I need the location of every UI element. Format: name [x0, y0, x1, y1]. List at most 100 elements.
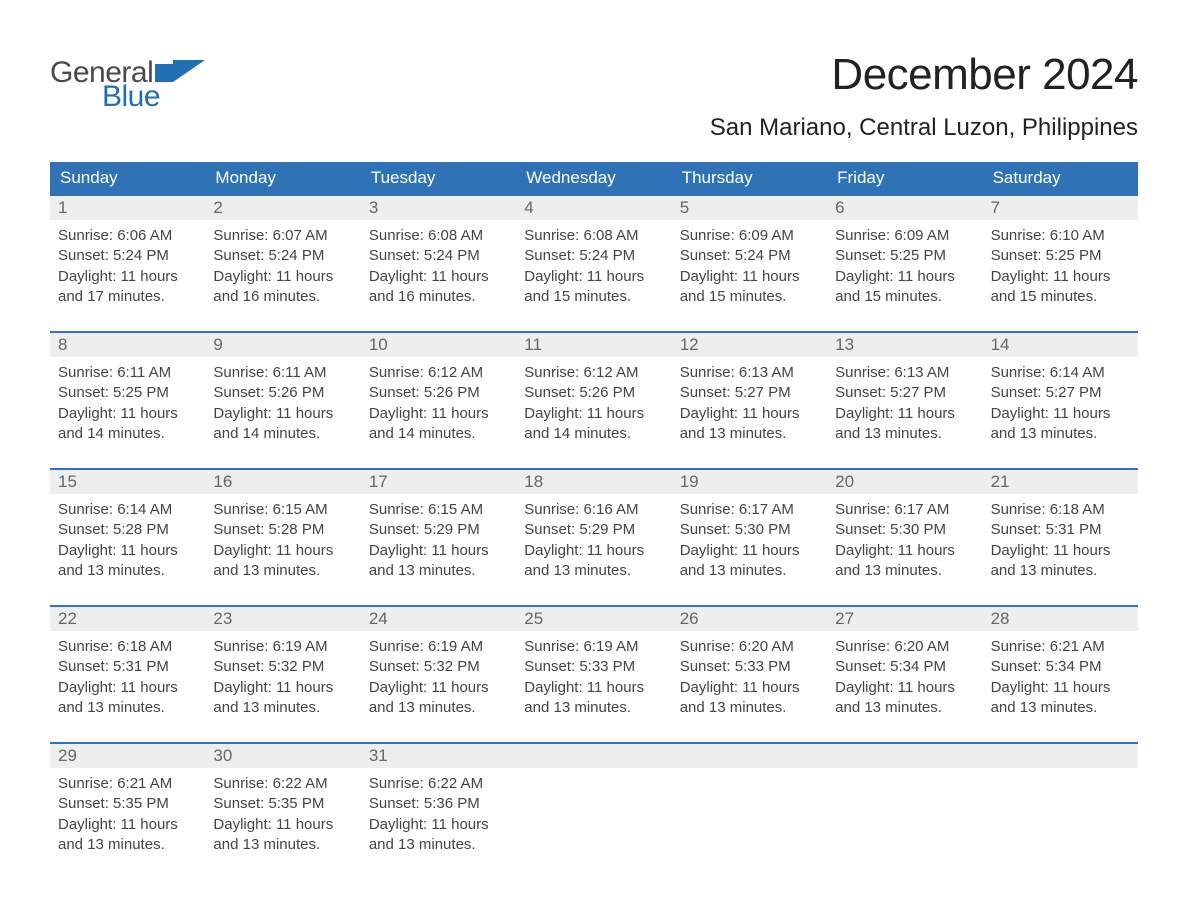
day-number: 19	[672, 470, 827, 494]
daylight-line-2: and 13 minutes.	[991, 424, 1130, 444]
daylight-line-2: and 13 minutes.	[213, 835, 352, 855]
daylight-line-2: and 13 minutes.	[213, 698, 352, 718]
daylight-line-1: Daylight: 11 hours	[58, 541, 197, 561]
day-cell: Sunrise: 6:16 AMSunset: 5:29 PMDaylight:…	[516, 494, 671, 581]
daylight-line-1: Daylight: 11 hours	[524, 404, 663, 424]
daylight-line-2: and 13 minutes.	[680, 561, 819, 581]
sunset-line: Sunset: 5:29 PM	[369, 520, 508, 540]
daylight-line-1: Daylight: 11 hours	[213, 404, 352, 424]
sunset-line: Sunset: 5:31 PM	[991, 520, 1130, 540]
daylight-line-1: Daylight: 11 hours	[835, 404, 974, 424]
sunset-line: Sunset: 5:32 PM	[369, 657, 508, 677]
sunset-line: Sunset: 5:35 PM	[58, 794, 197, 814]
daylight-line-2: and 13 minutes.	[524, 561, 663, 581]
day-cell	[827, 768, 982, 855]
sunrise-line: Sunrise: 6:21 AM	[991, 637, 1130, 657]
sunset-line: Sunset: 5:30 PM	[680, 520, 819, 540]
daylight-line-1: Daylight: 11 hours	[680, 404, 819, 424]
day-number: 20	[827, 470, 982, 494]
sunrise-line: Sunrise: 6:11 AM	[58, 363, 197, 383]
day-cell: Sunrise: 6:10 AMSunset: 5:25 PMDaylight:…	[983, 220, 1138, 307]
day-number: 17	[361, 470, 516, 494]
day-number: 15	[50, 470, 205, 494]
daylight-line-2: and 13 minutes.	[58, 698, 197, 718]
daylight-line-2: and 13 minutes.	[213, 561, 352, 581]
dayhead-thursday: Thursday	[672, 162, 827, 194]
day-number: 22	[50, 607, 205, 631]
daylight-line-2: and 13 minutes.	[369, 561, 508, 581]
daylight-line-2: and 13 minutes.	[58, 835, 197, 855]
day-number: 16	[205, 470, 360, 494]
header-row: General Blue December 2024 San Mariano, …	[50, 50, 1138, 156]
day-cell: Sunrise: 6:12 AMSunset: 5:26 PMDaylight:…	[361, 357, 516, 444]
day-number: 25	[516, 607, 671, 631]
dayhead-friday: Friday	[827, 162, 982, 194]
day-number: 30	[205, 744, 360, 768]
sunset-line: Sunset: 5:24 PM	[524, 246, 663, 266]
day-number: 21	[983, 470, 1138, 494]
day-cell: Sunrise: 6:14 AMSunset: 5:27 PMDaylight:…	[983, 357, 1138, 444]
day-number: 12	[672, 333, 827, 357]
daylight-line-1: Daylight: 11 hours	[369, 541, 508, 561]
day-cell: Sunrise: 6:18 AMSunset: 5:31 PMDaylight:…	[983, 494, 1138, 581]
day-cell: Sunrise: 6:12 AMSunset: 5:26 PMDaylight:…	[516, 357, 671, 444]
sunset-line: Sunset: 5:32 PM	[213, 657, 352, 677]
day-cell: Sunrise: 6:08 AMSunset: 5:24 PMDaylight:…	[361, 220, 516, 307]
page-title: December 2024	[710, 50, 1138, 100]
sunset-line: Sunset: 5:27 PM	[835, 383, 974, 403]
day-cell: Sunrise: 6:11 AMSunset: 5:26 PMDaylight:…	[205, 357, 360, 444]
daylight-line-2: and 13 minutes.	[680, 698, 819, 718]
daylight-line-1: Daylight: 11 hours	[835, 678, 974, 698]
sunrise-line: Sunrise: 6:12 AM	[524, 363, 663, 383]
day-cell: Sunrise: 6:21 AMSunset: 5:35 PMDaylight:…	[50, 768, 205, 855]
calendar-grid: Sunday Monday Tuesday Wednesday Thursday…	[50, 162, 1138, 855]
daylight-line-2: and 13 minutes.	[991, 698, 1130, 718]
sunrise-line: Sunrise: 6:17 AM	[835, 500, 974, 520]
day-cell: Sunrise: 6:20 AMSunset: 5:34 PMDaylight:…	[827, 631, 982, 718]
dayhead-monday: Monday	[205, 162, 360, 194]
daylight-line-1: Daylight: 11 hours	[58, 678, 197, 698]
daylight-line-2: and 15 minutes.	[680, 287, 819, 307]
daylight-line-1: Daylight: 11 hours	[213, 815, 352, 835]
daylight-line-1: Daylight: 11 hours	[58, 815, 197, 835]
daylight-line-2: and 14 minutes.	[213, 424, 352, 444]
logo: General Blue	[50, 50, 205, 112]
day-number	[983, 744, 1138, 768]
sunrise-line: Sunrise: 6:18 AM	[991, 500, 1130, 520]
day-cell: Sunrise: 6:06 AMSunset: 5:24 PMDaylight:…	[50, 220, 205, 307]
sunrise-line: Sunrise: 6:21 AM	[58, 774, 197, 794]
sunset-line: Sunset: 5:34 PM	[991, 657, 1130, 677]
sunset-line: Sunset: 5:25 PM	[58, 383, 197, 403]
sunrise-line: Sunrise: 6:12 AM	[369, 363, 508, 383]
daylight-line-1: Daylight: 11 hours	[58, 267, 197, 287]
location-subtitle: San Mariano, Central Luzon, Philippines	[710, 114, 1138, 142]
daylight-line-1: Daylight: 11 hours	[213, 267, 352, 287]
sunset-line: Sunset: 5:24 PM	[58, 246, 197, 266]
day-cell: Sunrise: 6:21 AMSunset: 5:34 PMDaylight:…	[983, 631, 1138, 718]
daylight-line-1: Daylight: 11 hours	[369, 815, 508, 835]
sunrise-line: Sunrise: 6:15 AM	[369, 500, 508, 520]
daylight-line-2: and 17 minutes.	[58, 287, 197, 307]
sunrise-line: Sunrise: 6:16 AM	[524, 500, 663, 520]
day-number: 27	[827, 607, 982, 631]
sunset-line: Sunset: 5:36 PM	[369, 794, 508, 814]
sunset-line: Sunset: 5:26 PM	[369, 383, 508, 403]
daylight-line-2: and 15 minutes.	[835, 287, 974, 307]
day-number: 3	[361, 196, 516, 220]
daylight-line-2: and 15 minutes.	[524, 287, 663, 307]
sunrise-line: Sunrise: 6:15 AM	[213, 500, 352, 520]
day-number: 11	[516, 333, 671, 357]
sunrise-line: Sunrise: 6:17 AM	[680, 500, 819, 520]
daylight-line-2: and 13 minutes.	[835, 561, 974, 581]
day-cell: Sunrise: 6:15 AMSunset: 5:29 PMDaylight:…	[361, 494, 516, 581]
sunrise-line: Sunrise: 6:06 AM	[58, 226, 197, 246]
daylight-line-2: and 15 minutes.	[991, 287, 1130, 307]
sunrise-line: Sunrise: 6:08 AM	[524, 226, 663, 246]
sunset-line: Sunset: 5:26 PM	[213, 383, 352, 403]
logo-word-blue: Blue	[102, 82, 205, 112]
sunrise-line: Sunrise: 6:10 AM	[991, 226, 1130, 246]
day-number: 29	[50, 744, 205, 768]
daylight-line-2: and 16 minutes.	[369, 287, 508, 307]
daylight-line-1: Daylight: 11 hours	[213, 541, 352, 561]
daylight-line-2: and 14 minutes.	[58, 424, 197, 444]
